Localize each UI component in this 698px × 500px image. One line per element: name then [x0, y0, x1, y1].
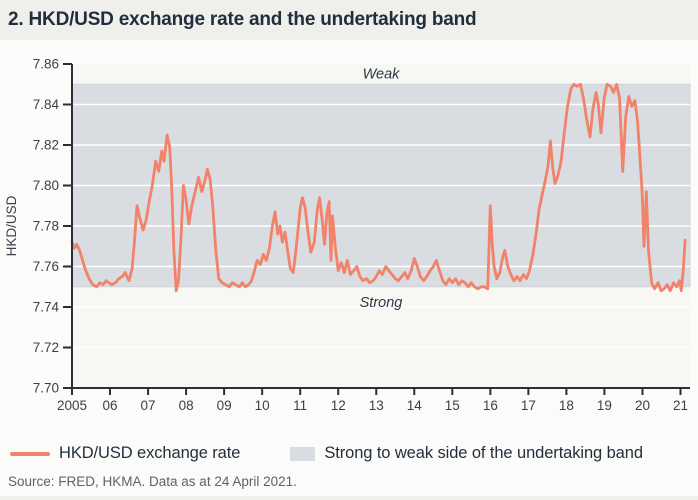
y-tick-label: 7.82 — [33, 138, 59, 153]
x-tick-label: 11 — [293, 398, 307, 413]
x-tick-label: 08 — [179, 398, 194, 413]
x-tick-label: 20 — [635, 398, 650, 413]
legend-item-exchange-rate: HKD/USD exchange rate — [10, 444, 240, 463]
line-swatch — [10, 451, 50, 456]
x-tick-label: 06 — [103, 398, 118, 413]
legend-label-exchange-rate: HKD/USD exchange rate — [59, 444, 241, 462]
exchange-rate-chart: WeakStrong7.867.847.827.807.787.767.747.… — [4, 57, 691, 413]
x-tick-label: 19 — [597, 398, 612, 413]
x-tick-label: 12 — [331, 398, 346, 413]
band-swatch — [290, 446, 316, 461]
x-tick-label: 14 — [407, 398, 423, 413]
chart-card: Weak Strong 7.86 7.84 7.82 7.80 7.78 7.76 7.74 7.… — [0, 40, 698, 496]
band-annotation-strong: Strong — [360, 295, 403, 311]
y-tick-label: 7.74 — [33, 300, 60, 315]
y-tick-label: 7.84 — [33, 97, 60, 112]
y-tick-label: 7.80 — [33, 178, 59, 193]
x-tick-label: 2005 — [57, 398, 87, 413]
x-tick-label: 13 — [369, 398, 384, 413]
y-tick-label: 7.76 — [33, 259, 59, 274]
legend-label-band: Strong to weak side of the undertaking b… — [324, 444, 643, 462]
gridlines — [72, 103, 690, 349]
x-tick-label: 15 — [445, 398, 460, 413]
axes: 7.86 7.84 7.82 7.80 7.78 7.76 7.74 7.72 7.70 2005… — [33, 57, 690, 413]
x-tick-label: 10 — [255, 398, 270, 413]
x-tick-label: 17 — [521, 398, 536, 413]
band-annotation-weak: Weak — [363, 66, 401, 82]
x-tick-label: 16 — [483, 398, 498, 413]
y-tick-label: 7.86 — [33, 57, 59, 72]
x-tick-label: 18 — [559, 398, 574, 413]
legend: HKD/USD exchange rate Strong to weak sid… — [10, 444, 643, 463]
source-note: Source: FRED, HKMA. Data as at 24 April … — [8, 474, 297, 489]
y-tick-label: 7.78 — [33, 219, 59, 234]
figure-title-bar: 2. HKD/USD exchange rate and the underta… — [0, 0, 698, 40]
y-axis-title: HKD/USD — [4, 195, 19, 256]
y-tick-label: 7.70 — [33, 381, 59, 396]
x-tick-label: 09 — [217, 398, 232, 413]
legend-item-band: Strong to weak side of the undertaking b… — [290, 444, 643, 463]
figure-title: 2. HKD/USD exchange rate and the underta… — [8, 9, 477, 30]
exchange-rate-line — [70, 82, 687, 293]
x-tick-label: 07 — [141, 398, 156, 413]
y-tick-label: 7.72 — [33, 340, 59, 355]
x-tick-label: 21 — [673, 398, 688, 413]
